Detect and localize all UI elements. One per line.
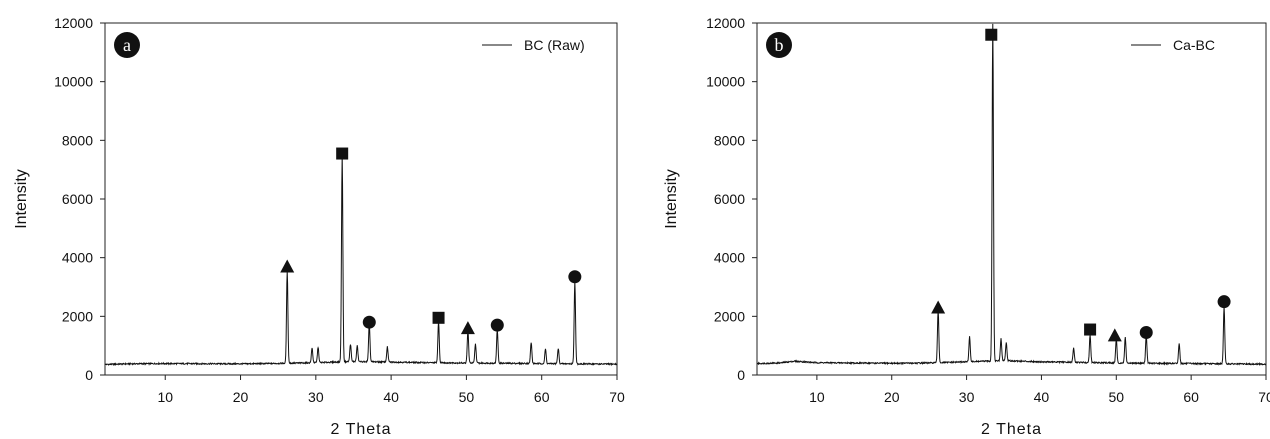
peak-marker-circle: [1139, 325, 1153, 339]
peak-marker-circle: [362, 315, 376, 329]
y-axis-label: Intensity: [13, 169, 30, 229]
peak-marker-triangle: [460, 321, 475, 335]
y-tick-label: 2000: [714, 308, 745, 324]
x-tick-label: 70: [1258, 389, 1270, 405]
y-tick-label: 4000: [714, 250, 745, 266]
y-tick-label: 6000: [62, 191, 93, 207]
x-tick-label: 40: [1034, 389, 1050, 405]
series-line-0: [756, 23, 1267, 366]
legend-label: Ca-BC: [1173, 37, 1215, 53]
y-tick-label: 8000: [62, 132, 93, 148]
x-tick-label: 10: [157, 389, 173, 405]
peak-marker-square: [1084, 323, 1097, 336]
panel-label-badge: [766, 32, 792, 58]
peak-marker-circle: [490, 318, 504, 332]
chart-panel-a: 0 2000 4000 6000 8000 10000 12000 10 20 30 40 50 60 7…: [13, 15, 625, 438]
x-tick-label: 40: [383, 389, 399, 405]
y-axis-label: Intensity: [663, 169, 680, 229]
panel-label: a: [123, 35, 131, 55]
y-tick-label: 4000: [62, 250, 93, 266]
y-tick-label: 2000: [62, 308, 93, 324]
x-tick-label: 30: [959, 389, 975, 405]
y-tick-label: 0: [85, 367, 93, 383]
panel-label: b: [775, 35, 784, 55]
chart-panel-b: 0 2000 4000 6000 8000 10000 12000 10 20 30 40 50 60 7…: [663, 15, 1270, 438]
peak-marker-square: [432, 311, 445, 324]
x-tick-label: 60: [534, 389, 550, 405]
legend-label: BC (Raw): [524, 37, 585, 53]
x-tick-label: 20: [884, 389, 900, 405]
x-axis-label: 2 Theta: [981, 421, 1042, 438]
y-tick-label: 10000: [706, 74, 745, 90]
panel-label-badge: [114, 32, 140, 58]
y-tick-label: 6000: [714, 191, 745, 207]
peak-marker-square: [985, 28, 998, 41]
y-tick-label: 8000: [714, 132, 745, 148]
peak-marker-circle: [1217, 295, 1231, 309]
x-tick-label: 20: [233, 389, 249, 405]
peak-marker-circle: [568, 270, 582, 284]
x-axis-label: 2 Theta: [331, 421, 392, 438]
y-tick-label: 12000: [706, 15, 745, 31]
peak-marker-triangle: [931, 300, 946, 314]
x-tick-label: 70: [609, 389, 625, 405]
peak-marker-triangle: [280, 259, 295, 273]
series-line-0: [104, 154, 618, 367]
y-tick-label: 0: [737, 367, 745, 383]
peak-marker-triangle: [1107, 328, 1122, 342]
peak-marker-square: [336, 147, 349, 160]
x-tick-label: 50: [459, 389, 475, 405]
x-tick-label: 10: [809, 389, 825, 405]
y-tick-label: 10000: [54, 74, 93, 90]
x-tick-label: 30: [308, 389, 324, 405]
x-tick-label: 50: [1109, 389, 1125, 405]
x-tick-label: 60: [1183, 389, 1199, 405]
y-tick-label: 12000: [54, 15, 93, 31]
plot-frame: [756, 22, 1267, 376]
plot-frame: [104, 22, 618, 376]
